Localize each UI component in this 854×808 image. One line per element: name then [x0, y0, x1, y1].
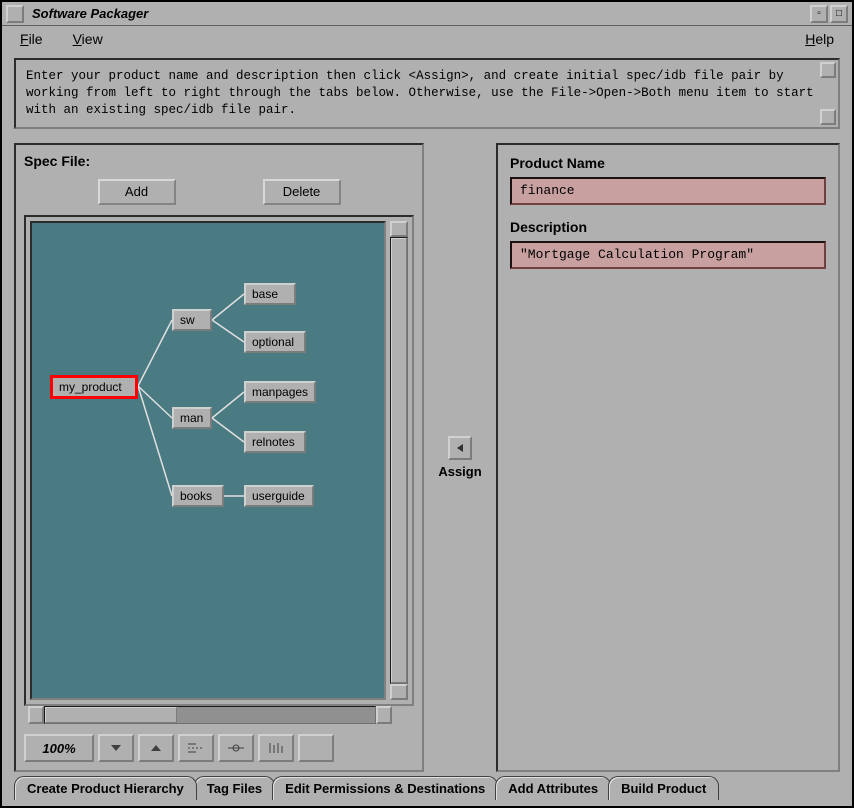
tab-create-product-hierarchy[interactable]: Create Product Hierarchy — [14, 776, 197, 800]
arrow-left-icon — [454, 442, 466, 454]
zoom-down-button[interactable] — [98, 734, 134, 762]
scroll-down-icon[interactable] — [390, 684, 408, 700]
description-label: Description — [510, 219, 826, 235]
tab-add-attributes[interactable]: Add Attributes — [495, 776, 611, 800]
menu-file[interactable]: File — [20, 31, 43, 47]
scroll-up-icon[interactable] — [820, 62, 836, 78]
layout-3-button[interactable] — [258, 734, 294, 762]
assign-label: Assign — [438, 464, 481, 479]
properties-panel: Product Name finance Description "Mortga… — [496, 143, 840, 772]
titlebar: Software Packager ▫ □ — [2, 2, 852, 26]
work-area: Spec File: Add Delete my_product sw man boo… — [2, 135, 852, 776]
tree-node-root[interactable]: my_product — [50, 375, 138, 399]
tree-node-manpages[interactable]: manpages — [244, 381, 316, 403]
main-window: Software Packager ▫ □ File View Help Ent… — [0, 0, 854, 808]
tree-node-userguide[interactable]: userguide — [244, 485, 314, 507]
layout-2-button[interactable] — [218, 734, 254, 762]
tree-node-relnotes[interactable]: relnotes — [244, 431, 306, 453]
layout-4-button[interactable] — [298, 734, 334, 762]
tree-hscrollbar[interactable] — [28, 706, 410, 724]
minimize-button[interactable]: ▫ — [810, 5, 828, 23]
tree-container: my_product sw man books base optional manpages… — [24, 215, 414, 706]
menu-help[interactable]: Help — [805, 31, 834, 47]
tree-node-books[interactable]: books — [172, 485, 224, 507]
tree-canvas[interactable]: my_product sw man books base optional manpages… — [30, 221, 386, 700]
add-button[interactable]: Add — [98, 179, 176, 205]
tabs-row: Create Product HierarchyTag FilesEdit Pe… — [2, 776, 852, 806]
tab-edit-permissions-destinations[interactable]: Edit Permissions & Destinations — [272, 776, 498, 800]
assign-button[interactable] — [448, 436, 472, 460]
instruction-text: Enter your product name and description … — [26, 69, 814, 117]
product-name-field[interactable]: finance — [510, 177, 826, 205]
window-title: Software Packager — [32, 6, 810, 21]
instruction-panel: Enter your product name and description … — [14, 58, 840, 129]
tree-node-sw[interactable]: sw — [172, 309, 212, 331]
tree-toolbar: 100% — [24, 734, 414, 762]
assign-column: Assign — [424, 143, 496, 772]
instruction-scrollbar[interactable] — [820, 62, 836, 125]
spec-file-panel: Spec File: Add Delete my_product sw man boo… — [14, 143, 424, 772]
zoom-up-button[interactable] — [138, 734, 174, 762]
tree-node-man[interactable]: man — [172, 407, 212, 429]
tree-node-base[interactable]: base — [244, 283, 296, 305]
delete-button[interactable]: Delete — [263, 179, 341, 205]
layout-1-button[interactable] — [178, 734, 214, 762]
scroll-right-icon[interactable] — [376, 706, 392, 724]
spec-file-header: Spec File: — [24, 153, 414, 169]
menubar: File View Help — [2, 26, 852, 52]
scroll-down-icon[interactable] — [820, 109, 836, 125]
tab-tag-files[interactable]: Tag Files — [194, 776, 275, 800]
menu-view[interactable]: View — [73, 31, 103, 47]
product-name-label: Product Name — [510, 155, 826, 171]
zoom-level[interactable]: 100% — [24, 734, 94, 762]
tree-vscrollbar[interactable] — [390, 221, 408, 700]
description-field[interactable]: "Mortgage Calculation Program" — [510, 241, 826, 269]
maximize-button[interactable]: □ — [830, 5, 848, 23]
tab-build-product[interactable]: Build Product — [608, 776, 719, 800]
tree-node-optional[interactable]: optional — [244, 331, 306, 353]
scroll-left-icon[interactable] — [28, 706, 44, 724]
window-menu-icon[interactable] — [6, 5, 24, 23]
scroll-up-icon[interactable] — [390, 221, 408, 237]
